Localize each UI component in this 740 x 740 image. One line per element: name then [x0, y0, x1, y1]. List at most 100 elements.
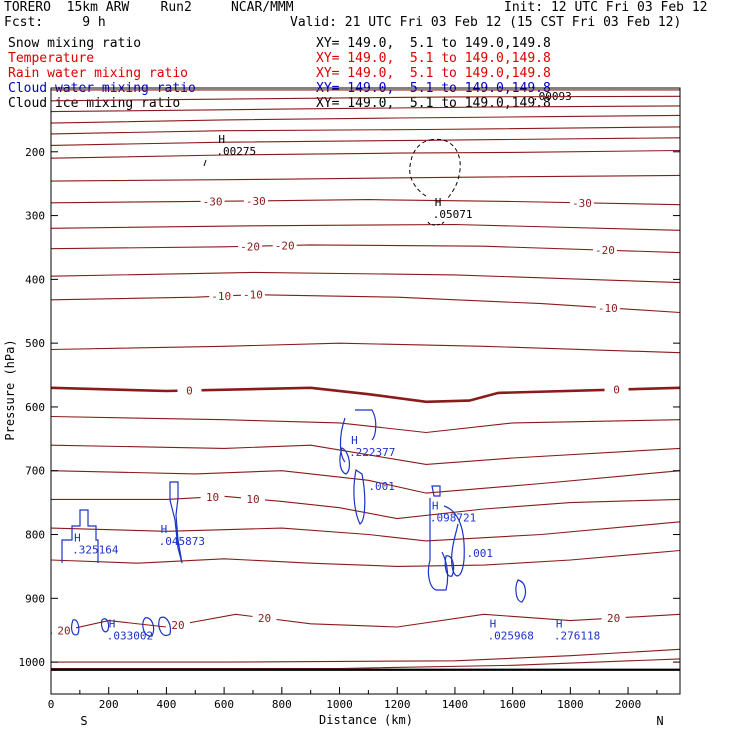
x-tick-label: 1800	[557, 698, 584, 711]
isotherm-label-bg	[272, 239, 297, 252]
isotherm-20	[50, 549, 681, 567]
isotherm-label-bg	[200, 490, 225, 503]
cloud-water-contour-6	[339, 409, 377, 475]
isotherm-label-bg	[601, 612, 626, 625]
isotherm-label: 10	[246, 493, 259, 506]
isotherm-label: -10	[598, 302, 618, 315]
isotherm-label: -20	[275, 239, 295, 252]
model-line: TORERO 15km ARW Run2 NCAR/MMM	[4, 0, 294, 15]
cloud-water-max-value: .025968	[488, 630, 534, 643]
isotherm-label: -10	[211, 290, 231, 303]
y-tick-label: 300	[25, 210, 45, 223]
cloud-water-max-marker: H	[556, 618, 563, 631]
y-tick-label: 800	[25, 529, 45, 542]
legend-snow: Snow mixing ratio	[8, 36, 142, 51]
isotherm-label: -10	[243, 289, 263, 302]
cloud-water-contour-3	[100, 618, 110, 633]
cloud-water-contour-label: .001	[466, 547, 493, 560]
cloud-water-max-value: .033002	[107, 630, 153, 643]
isotherm-1	[50, 95, 681, 102]
y-tick-label: 400	[25, 273, 45, 286]
isotherm-15	[50, 415, 681, 434]
cloud-ice-max-value: .05071	[433, 208, 473, 221]
x-axis-title: Distance (km)	[319, 713, 413, 727]
cloud-water-contour-5	[158, 616, 171, 636]
isotherm-label: 20	[607, 612, 620, 625]
isotherm-label: 10	[206, 491, 219, 504]
x-tick-label: 800	[272, 698, 292, 711]
isotherm-label: -20	[240, 240, 260, 253]
isotherm-19	[50, 521, 681, 542]
x-axis-start-label: S	[80, 714, 87, 728]
x-tick-label: 2000	[615, 698, 642, 711]
isotherm-label: 20	[258, 612, 271, 625]
isotherm-4	[50, 126, 681, 135]
cloud-water-max-value: .098721	[430, 512, 476, 525]
x-tick-label: 1200	[384, 698, 411, 711]
y-tick-label: 900	[25, 592, 45, 605]
legend-temperature: Temperature	[8, 51, 95, 66]
isotherm-2	[50, 105, 681, 113]
cloud-water-max-marker: H	[351, 434, 358, 447]
isotherm-label: 0	[613, 384, 620, 397]
x-tick-label: 400	[156, 698, 176, 711]
isotherm-label: 20	[171, 619, 184, 632]
isotherm-6	[50, 149, 681, 159]
isotherm-label-bg	[592, 244, 617, 257]
cloud-water-contour-4	[142, 617, 155, 637]
isotherm-label: 0	[186, 384, 193, 397]
cloud-water-max-marker: H	[432, 500, 439, 513]
isotherm-label-bg	[51, 624, 76, 637]
cloud-water-max-marker: H	[161, 523, 168, 536]
cloud-ice-max-marker: H	[435, 196, 442, 209]
valid-time: Valid: 21 UTC Fri 03 Feb 12 (15 CST Fri …	[290, 15, 682, 30]
x-tick-label: 1400	[442, 698, 469, 711]
x-tick-label: 0	[48, 698, 55, 711]
isotherm-label: 20	[57, 625, 70, 638]
cloud-ice-contour-0	[409, 138, 461, 199]
isotherm-label-bg	[165, 618, 190, 631]
plot-frame	[50, 87, 681, 695]
x-tick-label: 1000	[326, 698, 353, 711]
isotherm-label-bg	[569, 196, 594, 209]
isotherm-12	[50, 294, 681, 314]
cloud-water-max-value: .325164	[72, 543, 119, 556]
isotherm-label-bg	[595, 301, 620, 314]
isotherm-23	[51, 658, 681, 670]
forecast-hour: Fcst: 9 h	[4, 15, 106, 30]
cloud-water-contour-8	[431, 485, 441, 497]
cloud-ice-contour-2	[203, 159, 207, 167]
isotherm-9	[50, 223, 681, 231]
y-axis-title: Pressure (hPa)	[3, 339, 17, 440]
legend-temperature-xy: XY= 149.0, 5.1 to 149.0,149.8	[316, 51, 551, 66]
cloud-water-max-value: .045873	[159, 535, 205, 548]
isotherm-label-bg	[604, 383, 629, 396]
x-axis-end-label: N	[656, 714, 663, 728]
cloud-water-max-marker: H	[74, 531, 81, 544]
y-tick-label: 1000	[19, 656, 46, 669]
isotherm-label-bg	[243, 194, 268, 207]
cloud-water-max-value: .222377	[349, 446, 395, 459]
isotherm-label-bg	[209, 290, 234, 303]
cloud-water-contour-label: .001	[368, 480, 395, 493]
isotherm-21	[50, 613, 681, 634]
isotherm-16	[50, 444, 681, 465]
isotherm-22	[51, 648, 681, 663]
isotherm-label-bg	[240, 288, 265, 301]
cloud-water-contour-7	[353, 469, 366, 525]
isotherm-5	[50, 137, 681, 146]
isotherm-label: -30	[203, 195, 223, 208]
isotherm-14	[50, 386, 681, 404]
isotherm-8	[50, 199, 681, 206]
cloud-water-max-marker: H	[109, 618, 116, 631]
y-tick-label: 700	[25, 465, 45, 478]
init-time: Init: 12 UTC Fri 03 Feb 12	[504, 0, 708, 15]
isotherm-label-bg	[200, 195, 225, 208]
cloud-water-contour-2	[71, 619, 80, 636]
isotherm-label-bg	[240, 492, 265, 505]
cloud-water-max-value: .276118	[554, 630, 600, 643]
isotherm-18	[51, 495, 681, 520]
cloud-water-contour-10	[444, 555, 455, 577]
isotherm-label: -30	[572, 197, 592, 210]
